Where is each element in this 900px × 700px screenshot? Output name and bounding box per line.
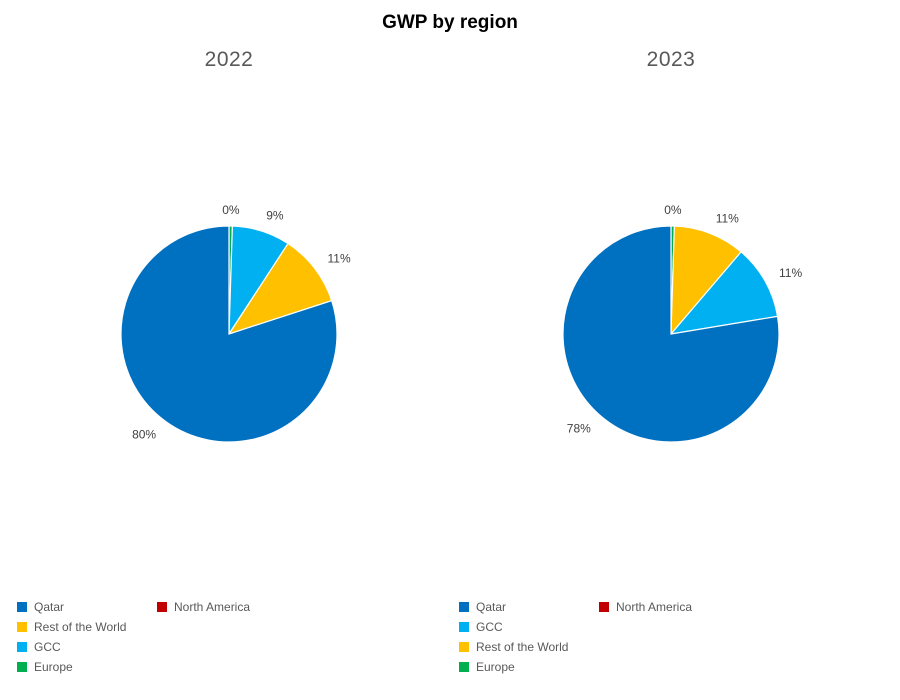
chart-title: GWP by region [382, 12, 518, 33]
pie-slice-rest-of-the-world [227, 242, 333, 336]
legend-label: GCC [476, 620, 503, 634]
legend-item-gcc: GCC [17, 638, 61, 656]
legend-swatch [459, 622, 469, 632]
legend-label: Europe [476, 660, 515, 674]
legend-item-rest-of-the-world: Rest of the World [17, 618, 126, 636]
legend-label: North America [174, 600, 251, 614]
legend-item-north-america: North America [599, 598, 692, 616]
legend-item-rest-of-the-world: Rest of the World [459, 638, 568, 656]
legend-item-gcc: GCC [459, 618, 503, 636]
legend-label: North America [616, 600, 693, 614]
legend-label: Qatar [34, 600, 65, 614]
legend-swatch [17, 622, 27, 632]
legend-item-europe: Europe [17, 658, 73, 676]
legend-2022: Qatar North America Rest of the World GCC Eu… [17, 598, 317, 688]
legend-item-north-america: North America [157, 598, 250, 616]
pie-slice-qatar [120, 225, 338, 443]
legend-label: Rest of the World [34, 620, 127, 634]
legend-swatch [17, 602, 27, 612]
data-label-qatar: 80% [132, 427, 156, 441]
legend-2023: Qatar North America GCC Rest of the World Eu… [459, 598, 759, 688]
legend-label: GCC [34, 640, 61, 654]
pie-title-2023: 2023 [646, 48, 696, 71]
legend-item-qatar: Qatar [459, 598, 506, 616]
legend-swatch [17, 642, 27, 652]
legend-item-europe: Europe [459, 658, 515, 676]
legend-label: Rest of the World [476, 640, 569, 654]
legend-swatch [17, 662, 27, 672]
legend-swatch [459, 662, 469, 672]
pie-title-2022: 2022 [204, 48, 254, 71]
data-label-europe: 0% [222, 203, 240, 217]
legend-swatch [599, 602, 609, 612]
legend-item-qatar: Qatar [17, 598, 64, 616]
data-label-rest-of-the-world: 11% [328, 252, 351, 266]
legend-swatch [459, 602, 469, 612]
legend-swatch [459, 642, 469, 652]
data-label-gcc: 9% [266, 209, 284, 223]
legend-label: Europe [34, 660, 73, 674]
legend-swatch [157, 602, 167, 612]
legend-label: Qatar [476, 600, 507, 614]
